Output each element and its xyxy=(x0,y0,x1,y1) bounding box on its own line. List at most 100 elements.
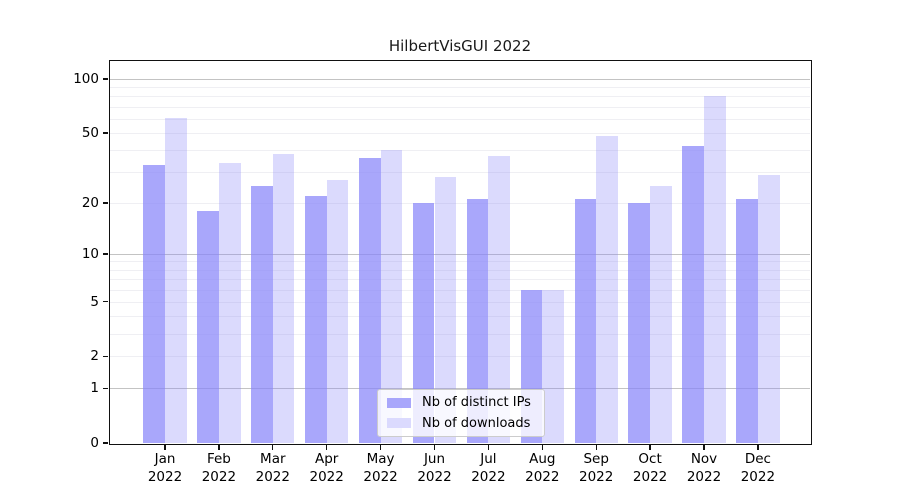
x-tick-label-year: 2022 xyxy=(579,468,614,485)
chart-title: HilbertVisGUI 2022 xyxy=(388,37,532,55)
bar-distinct-ips xyxy=(251,186,273,443)
y-tick-label: 1 xyxy=(90,380,99,397)
bar-downloads xyxy=(165,117,187,443)
x-tick-mark xyxy=(595,444,597,450)
x-tick-label: May 2022 xyxy=(353,451,409,486)
gridline-major xyxy=(110,253,810,255)
x-tick-label-year: 2022 xyxy=(309,468,344,485)
legend-label-distinct-ips: Nb of distinct IPs xyxy=(422,395,531,411)
bar-downloads xyxy=(380,150,403,443)
x-tick-label: Nov 2022 xyxy=(676,451,732,486)
x-tick-label: Jun 2022 xyxy=(407,451,463,486)
legend-swatch-distinct-ips xyxy=(387,397,411,408)
x-tick-label-year: 2022 xyxy=(686,468,722,485)
x-tick-label: Apr 2022 xyxy=(299,451,355,486)
bar-downloads xyxy=(650,186,672,443)
x-tick-mark xyxy=(326,444,328,450)
legend-swatch-downloads xyxy=(387,418,411,429)
bar-downloads xyxy=(434,177,457,443)
x-tick-label-month: Oct xyxy=(638,451,662,467)
bar-distinct-ips xyxy=(143,164,165,443)
gridline-minor xyxy=(110,150,810,152)
x-tick-label: Mar 2022 xyxy=(245,451,301,486)
x-tick-label-month: Nov xyxy=(690,451,718,467)
x-tick-label: Jan 2022 xyxy=(137,451,193,486)
gridline-minor xyxy=(110,333,810,335)
x-tick-label-month: Apr xyxy=(315,451,339,467)
legend-item-downloads: Nb of downloads xyxy=(387,415,535,433)
bar-distinct-ips xyxy=(305,195,327,443)
plot-area xyxy=(110,61,810,443)
gridline-minor xyxy=(110,301,810,303)
y-tick-mark xyxy=(103,132,108,134)
bar-distinct-ips xyxy=(682,146,704,443)
bar-distinct-ips xyxy=(412,202,435,443)
x-tick-label-year: 2022 xyxy=(147,468,183,485)
gridline-minor xyxy=(110,106,810,108)
x-tick-label-year: 2022 xyxy=(363,468,398,485)
x-tick-label-year: 2022 xyxy=(740,468,776,485)
bar-downloads xyxy=(596,136,618,443)
x-tick-label-month: May xyxy=(366,451,395,467)
legend: Nb of distinct IPs Nb of downloads xyxy=(377,389,545,437)
y-tick-mark xyxy=(103,442,108,444)
x-tick-label-year: 2022 xyxy=(417,468,452,485)
x-tick-mark xyxy=(541,444,543,450)
x-tick-label-month: Dec xyxy=(744,451,771,467)
bar-distinct-ips xyxy=(574,199,597,443)
legend-item-distinct-ips: Nb of distinct IPs xyxy=(387,394,535,412)
gridline-minor xyxy=(110,132,810,134)
gridline-major xyxy=(110,79,810,80)
x-tick-label-month: Mar xyxy=(260,451,286,467)
gridline-minor xyxy=(110,289,810,291)
x-tick-label-month: Sep xyxy=(583,451,609,467)
gridline-minor xyxy=(110,118,810,120)
bar-distinct-ips xyxy=(197,210,219,443)
y-tick-label: 10 xyxy=(81,245,99,262)
legend-label-downloads: Nb of downloads xyxy=(422,415,531,431)
gridline-minor xyxy=(110,316,810,318)
x-tick-label-month: Aug xyxy=(529,451,556,467)
bar-downloads xyxy=(542,289,564,443)
bar-distinct-ips xyxy=(358,158,381,443)
x-tick-label: Aug 2022 xyxy=(514,451,570,486)
x-tick-label-year: 2022 xyxy=(255,468,290,485)
bar-distinct-ips xyxy=(466,199,489,443)
y-tick-label: 50 xyxy=(81,124,99,141)
x-tick-mark xyxy=(757,444,759,450)
gridline-minor xyxy=(110,96,810,98)
x-tick-mark xyxy=(218,444,220,450)
gridline-minor xyxy=(110,279,810,280)
bar-downloads xyxy=(218,162,241,443)
x-tick-label-year: 2022 xyxy=(525,468,560,485)
bar-downloads xyxy=(326,180,349,443)
bar-distinct-ips xyxy=(628,202,651,443)
x-tick-mark xyxy=(703,444,705,450)
y-tick-mark xyxy=(103,202,108,204)
y-tick-mark xyxy=(103,355,108,358)
x-tick-label-month: Jan xyxy=(154,451,176,467)
x-tick-label-year: 2022 xyxy=(201,468,237,485)
x-tick-label-month: Jun xyxy=(423,451,446,467)
y-tick-mark xyxy=(103,78,108,80)
y-tick-mark xyxy=(103,301,108,303)
gridline-minor xyxy=(110,202,810,204)
x-tick-mark xyxy=(272,444,274,450)
y-tick-mark xyxy=(103,253,108,255)
x-tick-label: Oct 2022 xyxy=(622,451,678,486)
x-tick-mark xyxy=(164,444,166,450)
x-tick-label: Jul 2022 xyxy=(460,451,516,486)
y-tick-label: 20 xyxy=(81,194,99,211)
x-tick-label-year: 2022 xyxy=(632,468,668,485)
bar-downloads xyxy=(704,96,726,443)
x-tick-label: Sep 2022 xyxy=(568,451,624,486)
bar-distinct-ips xyxy=(736,199,758,443)
x-tick-label: Feb 2022 xyxy=(191,451,247,486)
y-tick-mark xyxy=(103,387,108,389)
gridline-minor xyxy=(110,356,810,358)
x-tick-label-year: 2022 xyxy=(471,468,506,485)
x-tick-mark xyxy=(379,444,382,450)
x-tick-label-month: Feb xyxy=(206,451,231,467)
x-tick-label-month: Jul xyxy=(480,451,497,467)
